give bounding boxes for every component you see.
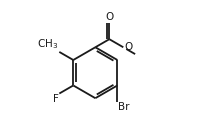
Text: F: F bbox=[53, 94, 59, 104]
Text: Br: Br bbox=[118, 102, 129, 112]
Text: CH$_3$: CH$_3$ bbox=[37, 38, 59, 51]
Text: O: O bbox=[105, 12, 113, 22]
Text: O: O bbox=[124, 42, 133, 52]
